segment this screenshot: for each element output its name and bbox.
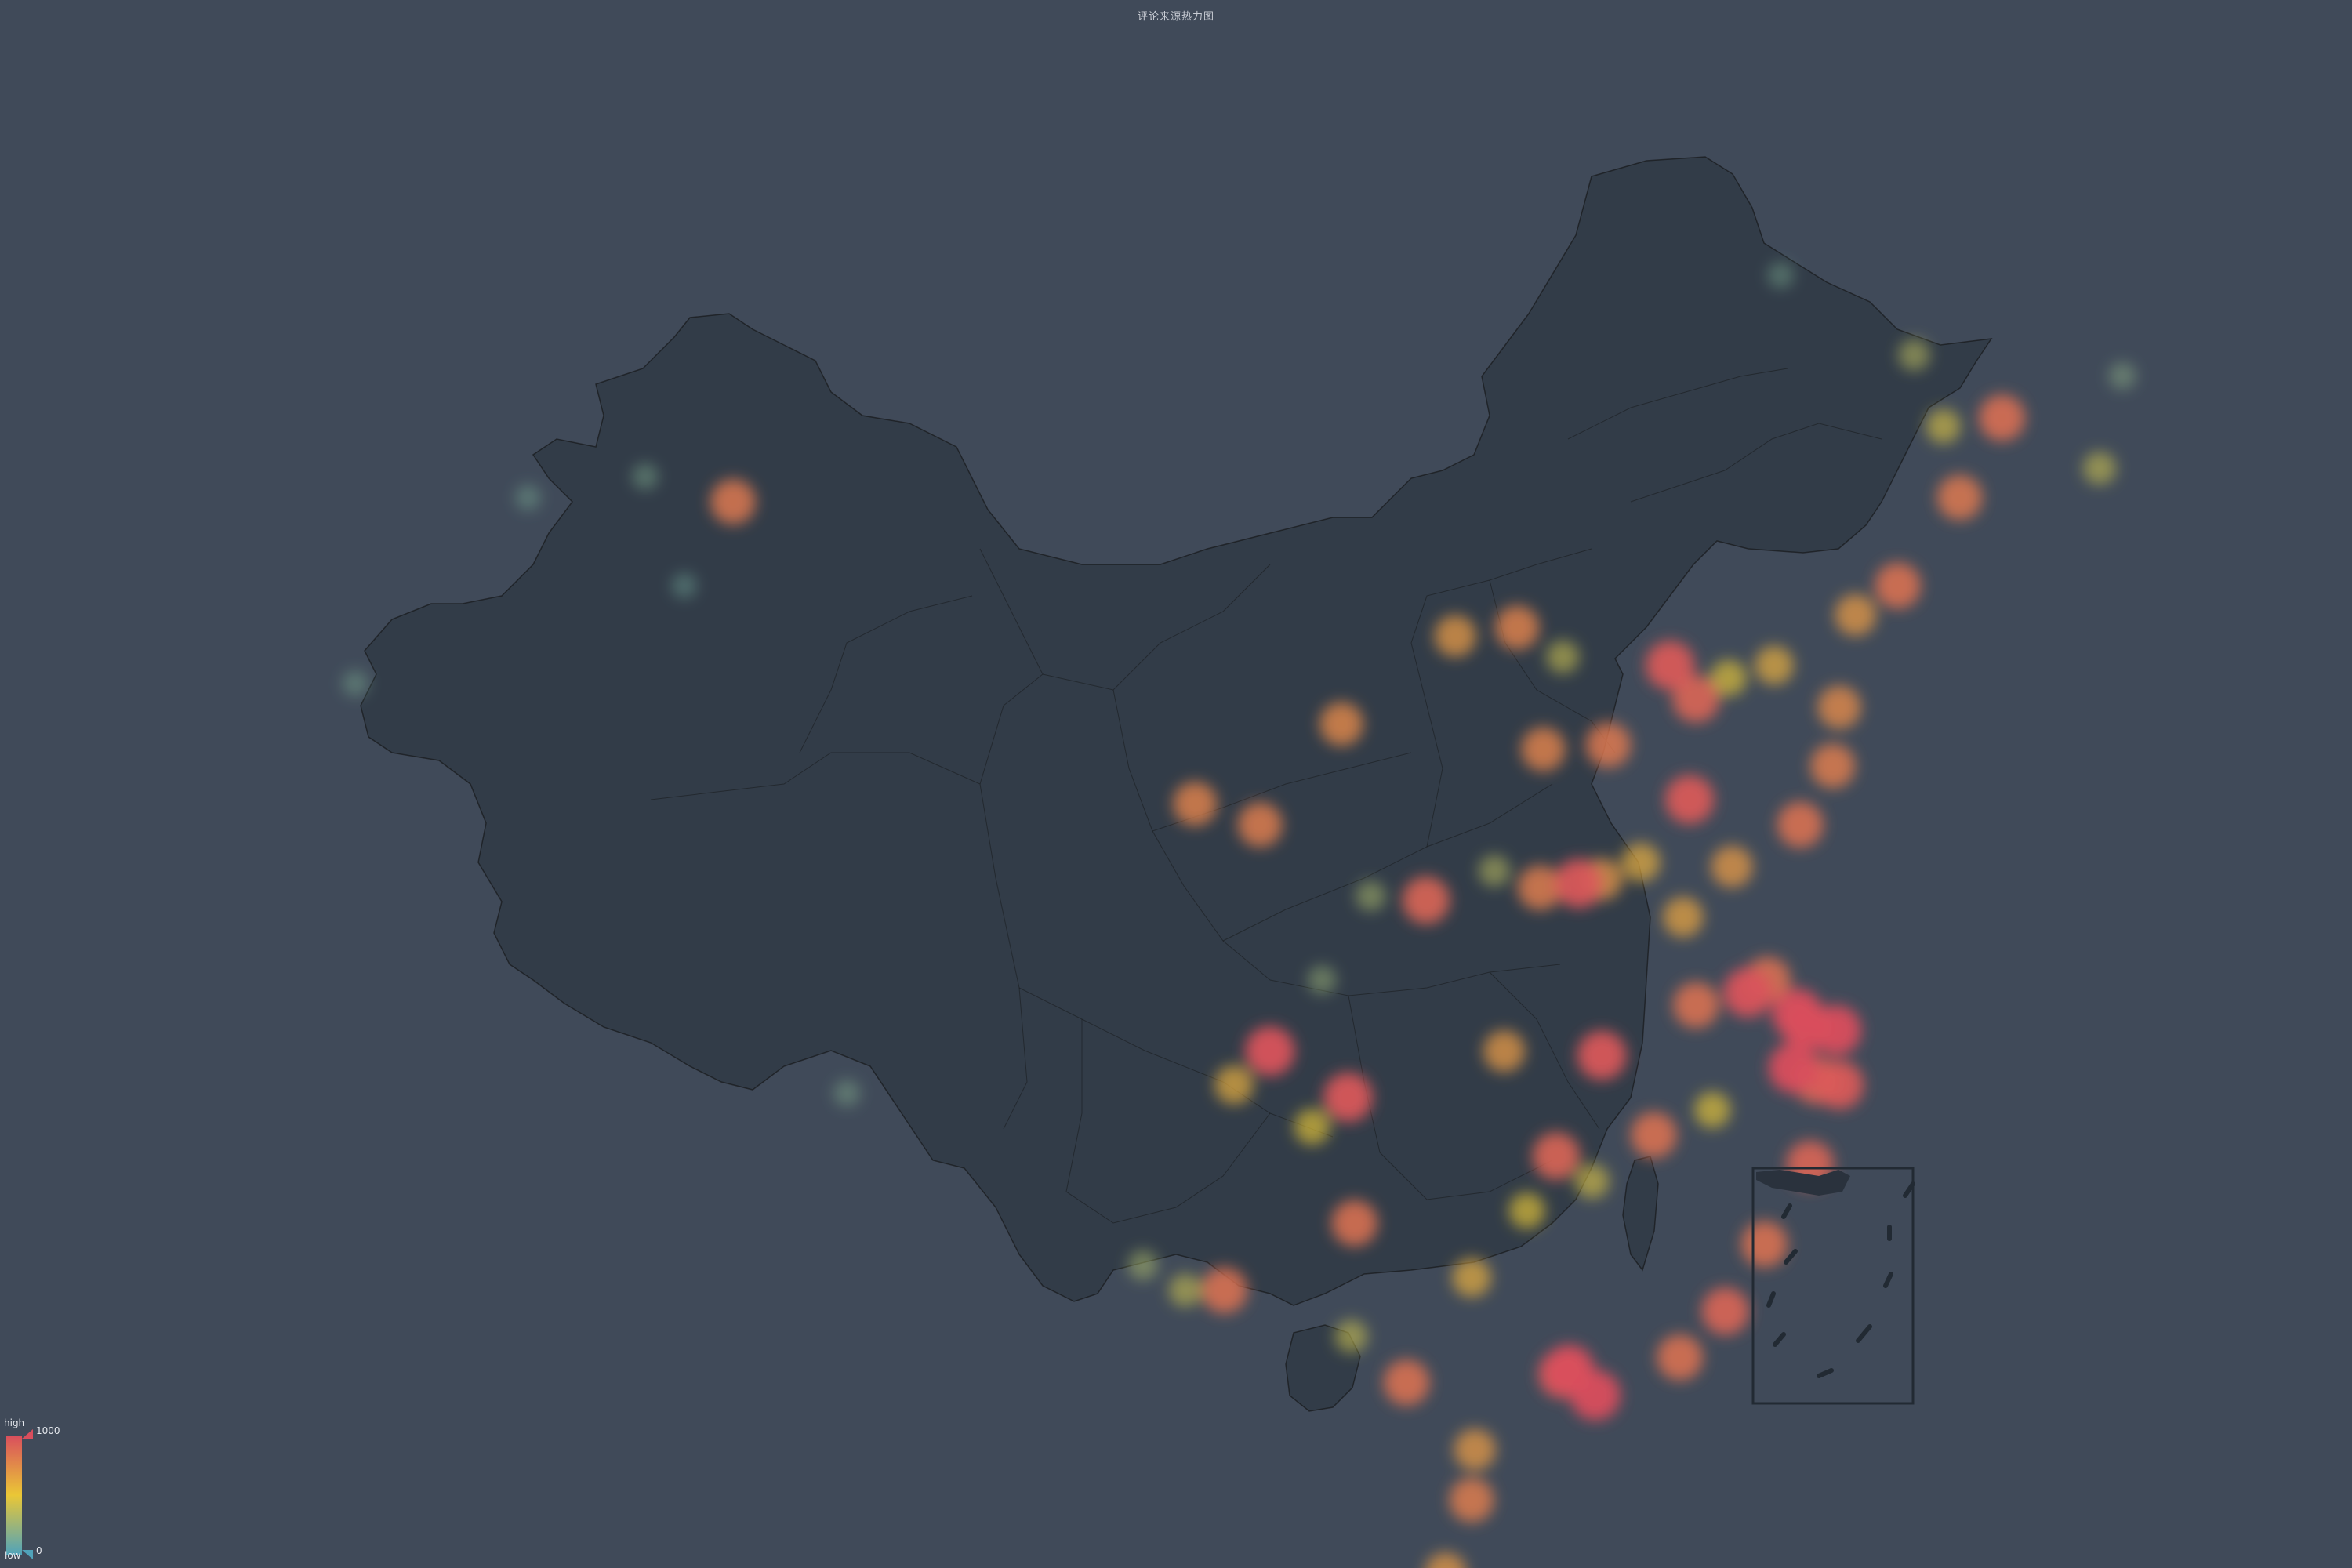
visual-map-max-value: 1000 [36,1425,60,1436]
heat-point [1425,1552,1466,1568]
heat-point [1127,1250,1159,1281]
heat-point [1979,394,2025,441]
heat-point [1701,1287,1749,1335]
heat-point [833,1080,861,1107]
visual-map-min-value: 0 [36,1545,42,1556]
heat-point [1936,474,1983,521]
heat-point [1495,605,1540,650]
heat-point [1663,897,1704,938]
heat-point [1237,802,1283,848]
heat-point [1810,743,1856,789]
heat-point [671,572,697,599]
heat-point [1168,1273,1203,1308]
heat-point [1646,641,1695,690]
heat-point [1585,722,1632,768]
heat-point [1532,1132,1581,1180]
heat-point [515,485,542,511]
heat-point [1307,965,1337,995]
heat-point [1657,1334,1703,1381]
heat-point [1245,1026,1295,1076]
heat-point [1577,1030,1627,1080]
heat-point [1449,1477,1494,1523]
triangle-handle-icon[interactable] [22,1550,33,1559]
heat-point [1402,877,1450,924]
heat-point [1741,1221,1788,1268]
heat-point [1755,645,1794,685]
heat-point [1323,1073,1373,1122]
heat-point [1478,855,1511,887]
heat-point [1201,1267,1247,1314]
heat-point [1817,685,1861,729]
heat-point [1723,967,1773,1018]
heat-point [1521,727,1566,771]
heat-point [1767,262,1794,289]
heat-point [1452,1258,1491,1298]
heat-point [1331,1200,1377,1247]
heat-point [1665,775,1715,824]
heat-point [1546,640,1580,674]
heat-point [1434,615,1476,657]
province-borders [650,368,1882,1224]
heat-point [1673,982,1719,1029]
china-landmass [360,156,1993,1306]
heat-point [710,479,756,524]
heat-point [1214,1065,1254,1105]
heat-point [632,463,659,490]
heat-point [1694,1091,1731,1128]
heat-point [1711,845,1753,887]
heat-point [1835,593,1877,637]
visual-map-low-label: low [5,1550,21,1561]
heat-layer [342,262,2136,1568]
heat-point [2108,361,2136,390]
heat-point [1574,1163,1610,1199]
heat-point [1631,1112,1677,1159]
heat-point [1508,1192,1545,1229]
heat-point [1898,339,1930,372]
heat-point [1814,1060,1864,1109]
heat-point [342,670,368,697]
heat-point [1173,782,1218,826]
heat-point [1672,675,1720,723]
heat-point [1875,562,1921,609]
heat-point [1517,865,1563,910]
heat-point [1483,1030,1526,1073]
south-china-sea-inset [1751,1167,1915,1405]
heat-point [1621,843,1661,882]
heat-point [1334,1319,1368,1353]
heat-point [1554,858,1604,909]
heat-point [1294,1109,1330,1145]
heat-point [1710,659,1747,696]
heat-point [1454,1428,1496,1471]
triangle-handle-icon[interactable] [22,1429,33,1439]
map-land [360,156,1993,1412]
taiwan-island [1622,1156,1659,1272]
heat-point [1768,1043,1819,1094]
heat-point [1810,1005,1861,1056]
visual-map-high-label: high [4,1417,25,1428]
heat-point [2082,452,2117,485]
heat-point [1383,1359,1430,1406]
heat-point [1926,408,1961,444]
map-title: 评论来源热力图 [1137,11,1214,23]
heat-point [1356,880,1386,912]
visual-map-gradient-bar[interactable] [6,1436,22,1555]
heat-point [1777,801,1824,848]
visual-map-legend[interactable]: high 1000 0 low [0,1411,94,1568]
heat-point [1319,702,1363,746]
heat-point [1570,1370,1621,1421]
